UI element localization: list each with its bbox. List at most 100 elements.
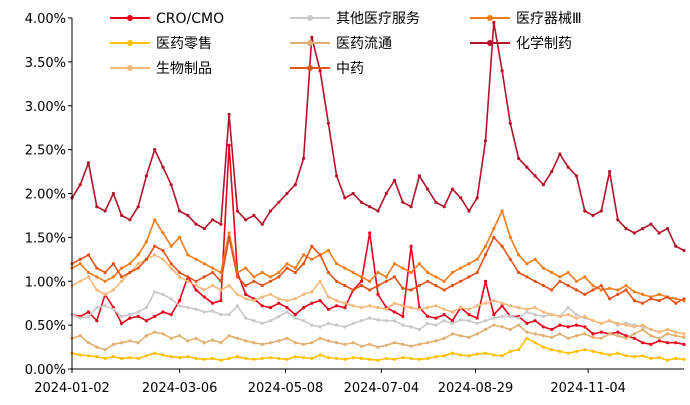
data-point	[450, 270, 454, 275]
data-point	[136, 314, 140, 318]
data-point	[302, 342, 306, 346]
data-point	[417, 327, 421, 332]
data-point	[459, 196, 463, 200]
data-point	[368, 288, 372, 292]
data-point	[417, 174, 421, 178]
data-point	[260, 284, 264, 288]
data-point	[657, 339, 661, 343]
data-point	[649, 222, 653, 226]
data-point	[219, 358, 223, 362]
data-point	[95, 288, 99, 292]
data-point	[343, 342, 347, 346]
data-point	[252, 213, 256, 217]
data-point	[392, 341, 397, 345]
legend-swatch-marker	[307, 40, 313, 46]
data-point	[500, 69, 504, 73]
data-point	[525, 275, 529, 279]
data-point	[111, 262, 115, 266]
data-point	[120, 275, 124, 279]
data-point	[467, 313, 471, 317]
data-point	[351, 321, 355, 325]
data-point	[277, 275, 281, 279]
data-point	[120, 341, 124, 345]
data-point	[302, 253, 306, 257]
series-4	[70, 323, 686, 352]
data-point	[657, 336, 661, 340]
data-point	[426, 187, 430, 191]
data-point	[260, 342, 264, 346]
data-point	[359, 356, 364, 361]
data-point	[260, 356, 264, 361]
data-point	[244, 292, 248, 296]
data-point	[467, 307, 471, 311]
data-point	[533, 174, 537, 178]
y-tick-label: 1.50%	[25, 231, 66, 246]
data-point	[161, 231, 165, 235]
legend-swatch-marker	[487, 15, 493, 21]
data-point	[120, 266, 124, 270]
data-point	[492, 316, 496, 320]
data-point	[219, 222, 223, 226]
legend-item: 医药零售	[110, 36, 212, 52]
data-point	[144, 306, 148, 310]
data-point	[219, 288, 223, 292]
data-point	[235, 209, 239, 213]
data-point	[368, 231, 372, 235]
data-point	[169, 297, 173, 301]
data-point	[326, 248, 330, 253]
data-point	[665, 358, 670, 362]
data-point	[268, 209, 273, 213]
data-point	[120, 356, 124, 361]
data-point	[335, 356, 339, 361]
data-point	[492, 323, 496, 327]
data-point	[632, 290, 637, 294]
data-point	[252, 279, 256, 283]
data-point	[426, 306, 430, 310]
data-point	[293, 355, 297, 359]
data-point	[616, 334, 620, 338]
data-point	[103, 292, 107, 296]
data-point	[244, 218, 248, 222]
data-point	[641, 327, 645, 332]
data-point	[624, 334, 628, 338]
data-point	[409, 325, 413, 329]
data-point	[591, 213, 595, 217]
data-point	[483, 351, 488, 355]
data-point	[103, 348, 107, 352]
data-point	[616, 330, 620, 334]
y-tick-label: 3.00%	[25, 100, 66, 115]
data-point	[310, 257, 314, 261]
data-point	[665, 327, 670, 332]
data-point	[525, 262, 529, 266]
x-tick-label: 2024-01-02	[34, 381, 110, 396]
data-point	[574, 334, 579, 338]
data-point	[169, 336, 173, 340]
data-point	[608, 332, 612, 336]
data-point	[434, 275, 438, 279]
data-point	[78, 183, 82, 187]
data-point	[326, 356, 330, 360]
data-point	[583, 325, 587, 329]
data-point	[384, 279, 388, 283]
data-point	[434, 284, 438, 288]
data-point	[649, 356, 653, 361]
legend-swatch-marker	[127, 15, 133, 21]
data-point	[211, 309, 215, 313]
data-point	[426, 270, 430, 275]
data-point	[674, 330, 678, 334]
data-point	[177, 356, 182, 360]
data-point	[566, 306, 570, 310]
data-point	[682, 248, 686, 253]
data-point	[376, 358, 380, 362]
data-point	[558, 323, 562, 327]
data-point	[120, 279, 124, 283]
data-point	[227, 143, 231, 147]
data-point	[368, 357, 372, 361]
data-point	[475, 321, 479, 325]
y-tick-label: 2.50%	[25, 144, 66, 159]
data-point	[78, 316, 82, 320]
data-point	[260, 321, 264, 325]
data-point	[641, 323, 645, 327]
data-point	[558, 279, 562, 283]
